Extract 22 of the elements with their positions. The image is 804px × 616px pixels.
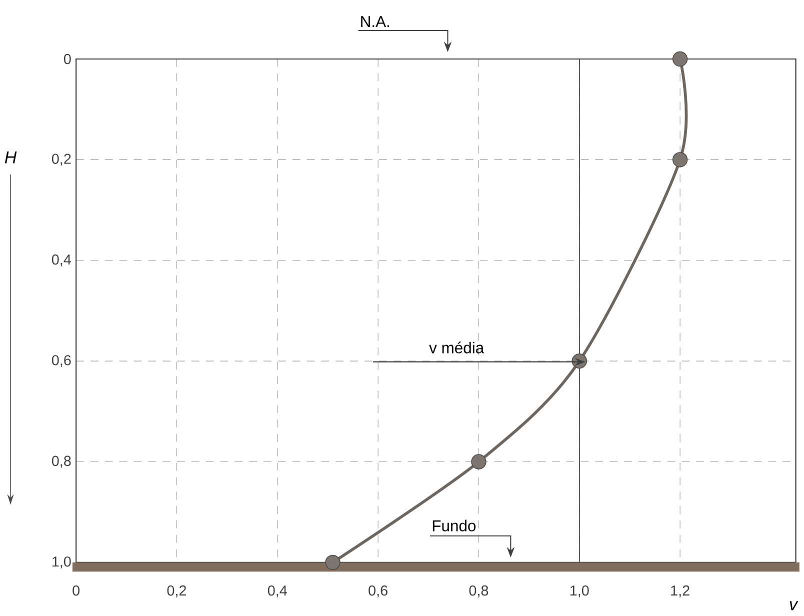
x-tick-label: 0,4	[268, 586, 287, 598]
point	[471, 454, 486, 470]
x-tick-label: 0	[72, 586, 80, 596]
y-tick-label: 0	[64, 54, 71, 64]
y-tick-label: 1,0	[52, 556, 71, 569]
x-axis-title: v	[790, 601, 798, 610]
x-tick-label: 0,6	[368, 586, 388, 598]
y-tick-label: 0,8	[52, 456, 71, 468]
point	[672, 152, 688, 168]
point	[672, 52, 688, 67]
annotation: v média	[429, 342, 484, 354]
x-tick-label: 1,2	[671, 586, 690, 598]
y-tick-label: 0,2	[52, 154, 71, 166]
point	[325, 555, 340, 570]
x-tick-label: 1,0	[570, 586, 589, 598]
annotation: Fundo	[432, 520, 476, 532]
x-tick-label: 0,8	[469, 586, 488, 598]
y-tick-label: 0,4	[52, 254, 72, 267]
y-axis-title: H	[4, 152, 17, 164]
y-tick-label: 0,6	[52, 355, 71, 368]
text: N.A.	[361, 16, 390, 28]
x-tick-label: 0,2	[167, 586, 186, 598]
